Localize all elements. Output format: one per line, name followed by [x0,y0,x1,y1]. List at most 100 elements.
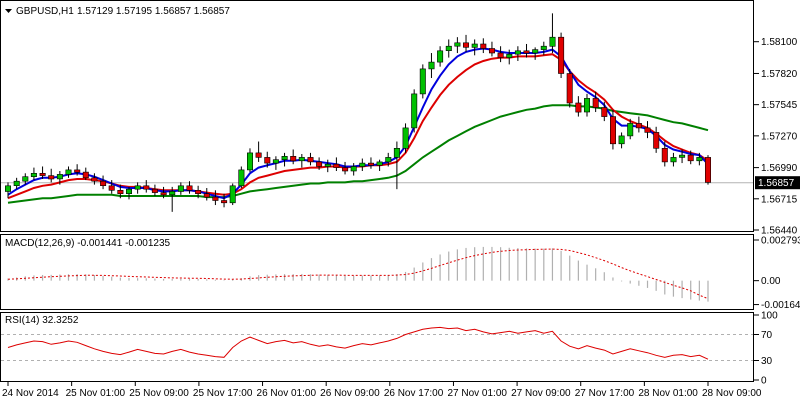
last-price-tag [755,176,800,190]
candle-body [342,167,349,172]
price-axis-label: 1.57820 [761,69,798,80]
time-axis-label: 28 Nov 01:00 [638,388,698,399]
candle-body [255,152,262,158]
price-chart-title: GBPUSD,H1 [16,6,74,17]
candle-body [506,53,513,58]
time-axis-label: 25 Nov 01:00 [66,388,126,399]
macd-signal-line [7,248,709,300]
candle-body [687,154,694,162]
moving-average-line-1 [7,104,709,204]
candle-body [627,123,634,137]
candle-body [13,180,20,186]
rsi-panel-frame [0,312,754,382]
price-axis-label: 1.56715 [761,194,798,205]
candle-body [644,127,651,133]
rsi-axis-label: 0 [761,376,767,387]
candle-body [376,161,383,166]
candle-body [39,173,46,176]
price-axis-label: 1.57270 [761,131,798,142]
candle-body [454,42,461,47]
candle-body [134,185,141,190]
candle-body [160,192,167,196]
candle-body [566,73,573,104]
time-axis-label: 26 Nov 01:00 [257,388,317,399]
candle-body [445,45,452,52]
candle-body [30,173,37,178]
price-axis-label: 1.56990 [761,163,798,174]
candle-body [670,157,677,163]
candle-body [609,116,616,145]
time-axis-label: 27 Nov 09:00 [511,388,571,399]
candle-body [324,163,331,167]
candle-body [74,169,81,173]
candle-body [661,148,668,163]
candle-body [65,169,72,175]
candle-body [601,107,608,117]
candle-body [195,190,202,195]
dropdown-arrow-icon[interactable] [5,9,12,13]
candle-body [333,163,340,168]
rsi-line [7,326,709,360]
axes: 1.58100 1.57820 1.57545 1.57270 1.56990 1.567… [2,37,800,399]
candle-body [91,177,98,182]
time-axis-label: 25 Nov 17:00 [193,388,253,399]
candle-body [350,166,357,172]
macd-axis-label: 0.00 [761,276,781,287]
price-title-group: GBPUSD,H1 1.57129 1.57195 1.56857 1.5685… [5,6,230,17]
rsi-axis-label: 100 [761,311,778,322]
candle-body [5,185,12,192]
candle-body [514,50,521,55]
candle-body [247,152,254,171]
candle-body [653,132,660,149]
macd-axis-label: 0.002793 [761,236,800,247]
time-axis-label: 24 Nov 2014 [2,388,59,399]
candle-body [48,175,55,180]
time-axis-label: 26 Nov 09:00 [320,388,380,399]
macd-panel-frame [0,234,754,310]
candle-body [238,169,245,187]
candle-body [393,148,400,158]
candle-body [177,185,184,192]
price-ohlc-label: 1.57129 1.57195 1.56857 1.56857 [77,6,230,17]
time-axis-label: 26 Nov 17:00 [384,388,444,399]
candle-body [203,193,210,198]
candle-body [290,156,297,162]
candle-body [497,52,504,58]
candle-body [402,127,409,149]
candle-body [56,174,63,180]
candle-body [696,157,703,162]
candle-body [419,68,426,95]
candle-body [143,185,150,190]
candle-body [100,180,107,186]
candle-body [151,188,158,193]
candle-body [126,188,133,194]
time-axis-label: 27 Nov 17:00 [575,388,635,399]
candle-body [558,36,565,74]
candle-body [117,190,124,195]
candle-body [583,98,590,113]
rsi-axis-label: 70 [761,330,773,341]
candle-body [221,200,228,204]
macd-title: MACD(12,26,9) -0.001441 -0.001235 [5,238,171,249]
candle-body [367,162,374,166]
macd-plot [7,246,709,302]
candle-body [549,36,556,47]
price-plot [1,13,753,212]
candle-body [385,157,392,163]
candle-body [186,185,193,191]
rsi-plot [1,326,753,361]
candle-body [592,98,599,108]
candle-body [169,191,176,196]
candle-body [82,171,89,179]
candle-body [523,50,530,54]
candle-body [272,159,279,164]
candle-body [532,49,539,54]
candle-body [679,154,686,158]
price-axis-label: 1.56440 [761,226,798,237]
candle-body [212,196,219,201]
candle-body [359,162,366,167]
candle-body [281,156,288,161]
candle-body [704,157,711,183]
price-axis-label: 1.57545 [761,100,798,111]
candle-body [618,135,625,145]
